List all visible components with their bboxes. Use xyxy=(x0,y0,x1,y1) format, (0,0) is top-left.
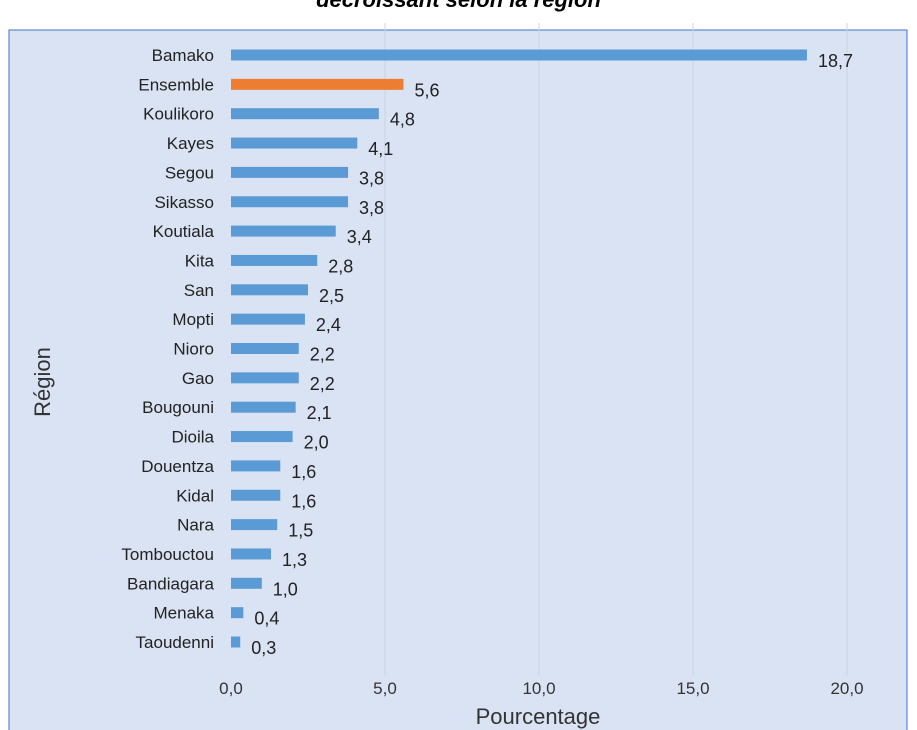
x-tick-label: 20,0 xyxy=(830,679,863,698)
x-tick-label: 10,0 xyxy=(522,679,555,698)
data-label: 4,1 xyxy=(368,139,393,159)
data-label: 1,6 xyxy=(291,491,316,511)
x-tick-label: 15,0 xyxy=(676,679,709,698)
bar xyxy=(231,343,299,354)
category-label: Bougouni xyxy=(142,398,214,417)
bar xyxy=(231,372,299,384)
data-label: 1,0 xyxy=(273,579,298,599)
bar xyxy=(231,137,358,149)
category-label: Menaka xyxy=(154,604,215,623)
bar xyxy=(231,636,241,648)
chart-title: décroissant selon la région xyxy=(0,0,917,14)
bar xyxy=(231,78,404,90)
x-tick-label: 0,0 xyxy=(219,679,243,698)
bar xyxy=(231,313,305,325)
data-label: 3,8 xyxy=(359,168,384,188)
bar xyxy=(231,108,379,120)
bar xyxy=(231,284,308,296)
bar xyxy=(231,489,281,501)
data-label: 1,3 xyxy=(282,550,307,570)
category-label: San xyxy=(184,281,214,300)
data-label: 2,8 xyxy=(328,256,353,276)
data-label: 18,7 xyxy=(818,51,853,71)
bar xyxy=(231,254,318,266)
bars xyxy=(231,49,807,648)
category-label: Mopti xyxy=(172,310,214,329)
bar xyxy=(231,607,244,619)
gridlines xyxy=(384,23,848,676)
category-label: Douentza xyxy=(141,457,214,476)
value-labels: 18,7 5,6 4,8 4,1 3,8 3,8 3,4 2,8 2,5 2,4 2,2 2,2 2,1… xyxy=(251,51,853,658)
category-labels: Bamako Ensemble Koulikoro Kayes Segou Sikasso… xyxy=(121,46,214,652)
data-label: 1,6 xyxy=(291,462,316,482)
category-label: Kita xyxy=(185,251,215,270)
chart-background xyxy=(8,29,908,730)
category-label: Sikasso xyxy=(154,193,214,212)
category-label: Bamako xyxy=(152,46,214,65)
category-label: Segou xyxy=(165,163,214,182)
category-label: Taoudenni xyxy=(136,633,214,652)
bar xyxy=(231,401,296,413)
data-label: 2,2 xyxy=(310,374,335,394)
bar xyxy=(231,431,293,443)
x-tick-label: 5,0 xyxy=(373,679,397,698)
data-label: 0,3 xyxy=(251,638,276,658)
data-label: 2,5 xyxy=(319,286,344,306)
category-label: Kidal xyxy=(176,486,214,505)
data-label: 5,6 xyxy=(414,80,439,100)
data-label: 1,5 xyxy=(288,521,313,541)
data-label: 2,0 xyxy=(304,433,329,453)
bar xyxy=(231,548,272,560)
data-label: 2,1 xyxy=(307,403,332,423)
bar xyxy=(231,460,281,472)
bar xyxy=(231,519,278,531)
data-label: 2,2 xyxy=(310,345,335,365)
category-label: Dioila xyxy=(171,428,214,447)
bar xyxy=(231,196,349,208)
category-label: Gao xyxy=(182,369,214,388)
category-label: Nioro xyxy=(173,340,214,359)
data-label: 3,4 xyxy=(347,227,372,247)
category-label: Koutiala xyxy=(153,222,215,241)
bar xyxy=(231,49,807,61)
data-label: 0,4 xyxy=(254,609,279,629)
category-label: Kayes xyxy=(167,134,214,153)
x-axis-title: Pourcentage xyxy=(476,704,601,729)
bar xyxy=(231,225,336,237)
data-label: 3,8 xyxy=(359,198,384,218)
category-label: Ensemble xyxy=(138,75,214,94)
category-label: Tombouctou xyxy=(121,545,214,564)
bar xyxy=(231,577,262,589)
data-label: 4,8 xyxy=(390,110,415,130)
x-tick-labels: 0,0 5,0 10,0 15,0 20,0 xyxy=(219,679,863,698)
bar xyxy=(231,166,349,178)
category-label: Bandiagara xyxy=(127,574,215,593)
data-label: 2,4 xyxy=(316,315,341,335)
category-label: Koulikoro xyxy=(143,105,214,124)
category-label: Nara xyxy=(177,516,214,535)
y-axis-title: Région xyxy=(30,347,55,417)
